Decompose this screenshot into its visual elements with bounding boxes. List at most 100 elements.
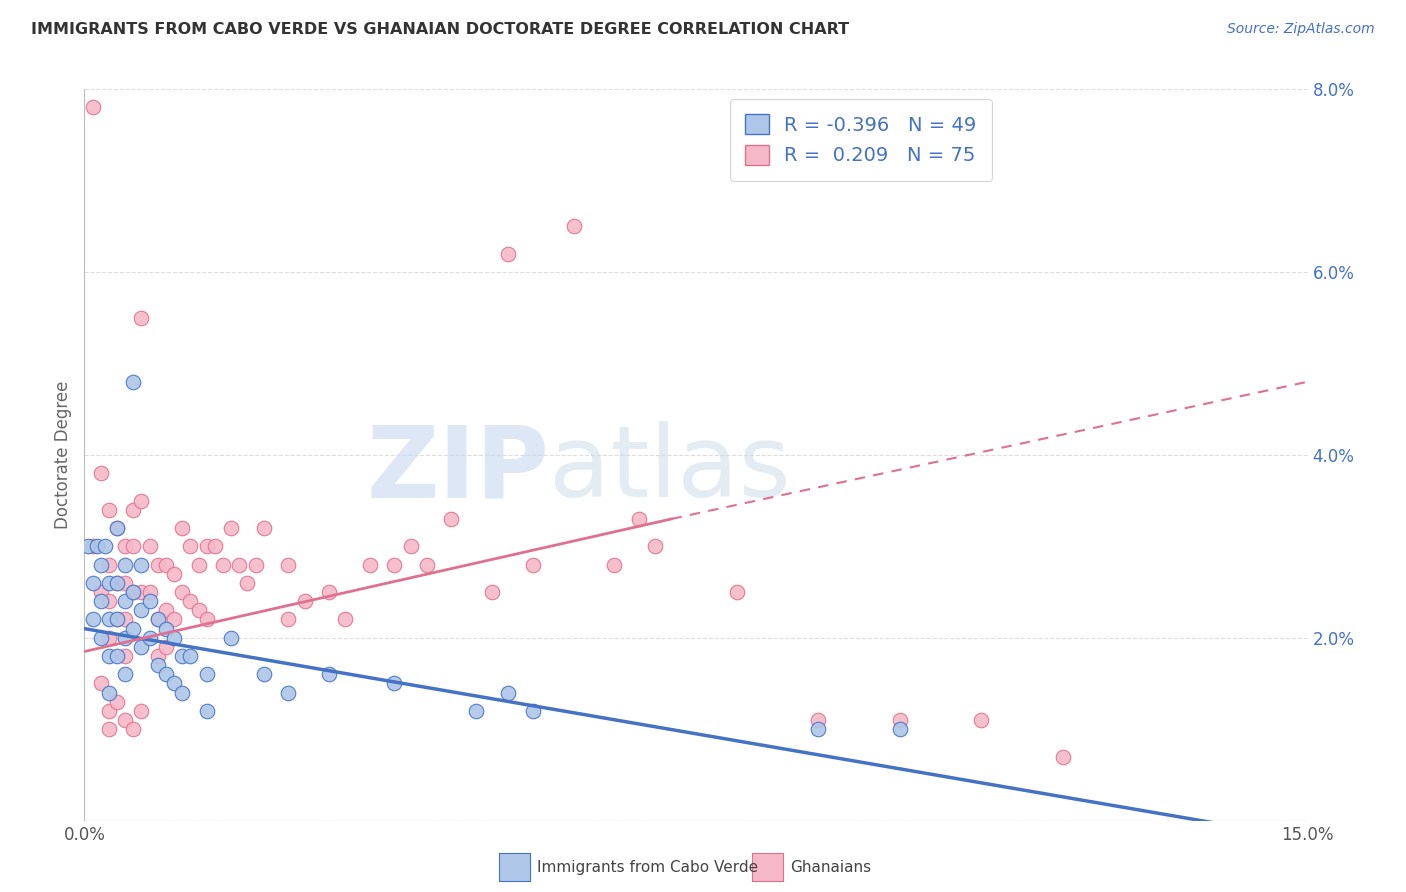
Point [399, 539, 422, 553]
Point [195, 667, 218, 681]
Point [440, 512, 463, 526]
Point [179, 649, 201, 664]
Point [172, 585, 194, 599]
Text: ZIP: ZIP [367, 421, 550, 518]
Point [93, 539, 115, 553]
Point [464, 704, 486, 718]
Point [172, 686, 194, 700]
Point [889, 723, 911, 737]
Point [90, 676, 112, 690]
Point [522, 704, 544, 718]
Point [122, 585, 145, 599]
Text: Source: ZipAtlas.com: Source: ZipAtlas.com [1227, 22, 1375, 37]
Point [335, 613, 357, 627]
Point [105, 613, 128, 627]
Point [155, 667, 177, 681]
Point [97, 503, 120, 517]
Point [138, 539, 160, 553]
Point [522, 558, 544, 572]
Point [82, 576, 104, 591]
Point [122, 375, 145, 389]
Point [146, 558, 169, 572]
Point [105, 649, 128, 664]
Point [114, 613, 136, 627]
Text: IMMIGRANTS FROM CABO VERDE VS GHANAIAN DOCTORATE DEGREE CORRELATION CHART: IMMIGRANTS FROM CABO VERDE VS GHANAIAN D… [31, 22, 849, 37]
Point [219, 631, 242, 645]
Point [97, 594, 120, 608]
Point [146, 649, 169, 664]
Point [105, 576, 128, 591]
Point [155, 622, 177, 636]
Text: Ghanaians: Ghanaians [790, 860, 872, 874]
Point [204, 539, 226, 553]
Point [131, 603, 153, 617]
Point [82, 613, 104, 627]
Point [77, 539, 100, 553]
Point [122, 585, 145, 599]
Point [155, 640, 177, 654]
Point [277, 558, 299, 572]
Point [644, 539, 666, 553]
Text: Immigrants from Cabo Verde: Immigrants from Cabo Verde [537, 860, 758, 874]
Point [359, 558, 381, 572]
Point [122, 503, 145, 517]
Point [138, 631, 160, 645]
Point [163, 566, 186, 581]
Point [114, 558, 136, 572]
Point [105, 613, 128, 627]
Point [114, 594, 136, 608]
Point [146, 658, 169, 673]
Point [219, 521, 242, 535]
Point [114, 713, 136, 727]
Point [97, 576, 120, 591]
Point [97, 704, 120, 718]
Point [90, 594, 112, 608]
Point [318, 585, 340, 599]
Point [86, 539, 108, 553]
Point [228, 558, 250, 572]
Point [131, 493, 153, 508]
Point [90, 585, 112, 599]
Point [131, 585, 153, 599]
Point [114, 631, 136, 645]
Point [187, 558, 209, 572]
Legend: R = -0.396   N = 49, R =  0.209   N = 75: R = -0.396 N = 49, R = 0.209 N = 75 [730, 99, 993, 181]
Point [163, 631, 186, 645]
Point [294, 594, 316, 608]
Point [131, 310, 153, 325]
Point [970, 713, 993, 727]
Point [195, 613, 218, 627]
Point [82, 539, 104, 553]
Point [187, 603, 209, 617]
Point [1052, 749, 1074, 764]
Point [245, 558, 267, 572]
Point [603, 558, 626, 572]
Point [382, 558, 405, 572]
Point [807, 723, 830, 737]
Point [105, 521, 128, 535]
Point [163, 613, 186, 627]
Point [163, 676, 186, 690]
Point [90, 558, 112, 572]
Point [114, 649, 136, 664]
Point [114, 576, 136, 591]
Point [725, 585, 748, 599]
Point [138, 585, 160, 599]
Point [498, 686, 520, 700]
Point [236, 576, 259, 591]
Text: atlas: atlas [550, 421, 790, 518]
Point [195, 704, 218, 718]
Point [122, 622, 145, 636]
Point [562, 219, 585, 234]
Point [122, 723, 145, 737]
Point [131, 640, 153, 654]
Point [179, 539, 201, 553]
Point [195, 539, 218, 553]
Point [131, 558, 153, 572]
Point [97, 723, 120, 737]
Point [277, 613, 299, 627]
Point [253, 667, 276, 681]
Point [416, 558, 439, 572]
Point [172, 649, 194, 664]
Point [807, 713, 830, 727]
